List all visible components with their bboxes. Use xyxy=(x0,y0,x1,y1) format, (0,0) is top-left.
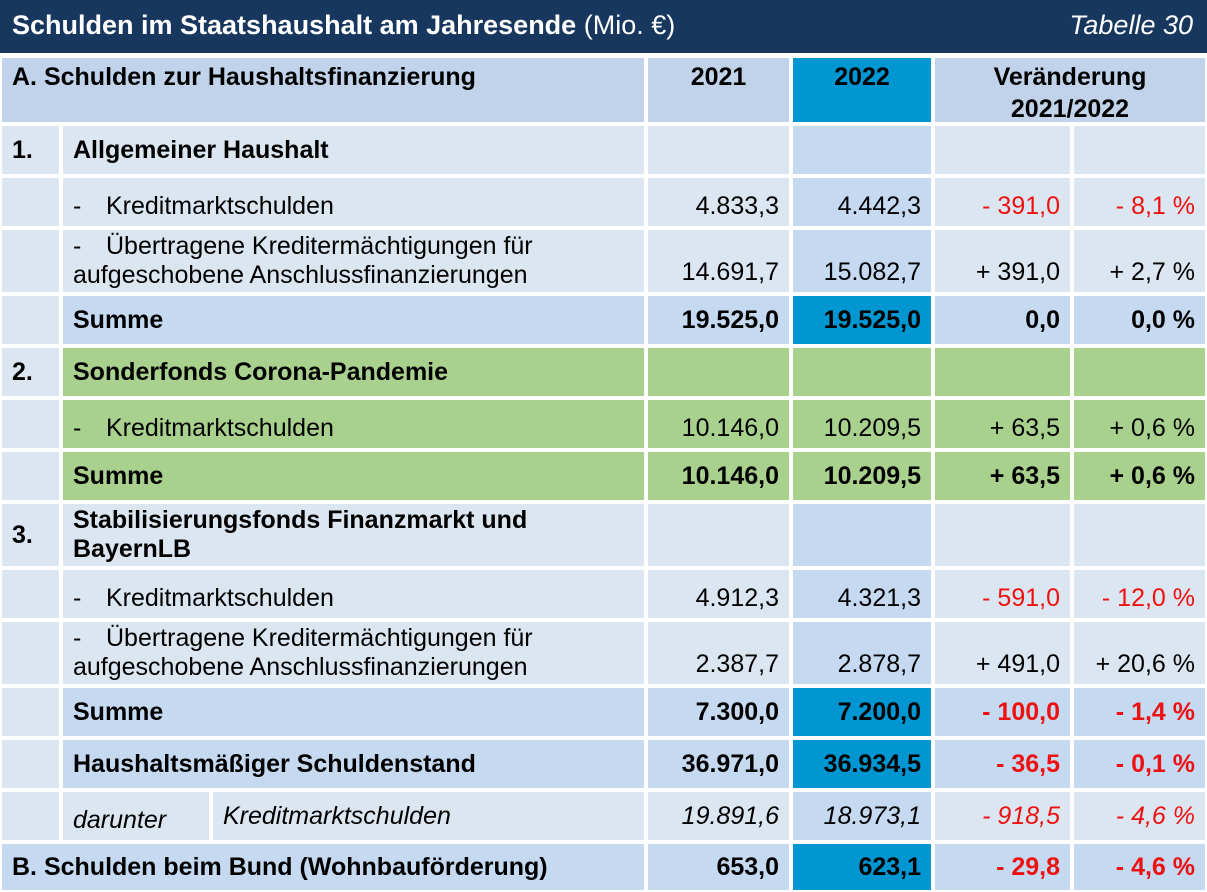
empty-cell xyxy=(2,740,59,788)
s1-row2-abs-change: + 391,0 xyxy=(935,230,1070,292)
s2-sum-abs-change: + 63,5 xyxy=(935,452,1070,500)
empty-cell xyxy=(2,230,59,292)
empty-cell xyxy=(793,504,931,566)
empty-cell xyxy=(793,126,931,174)
darunter-2021: 19.891,6 xyxy=(648,792,789,840)
s3-sum-2022: 7.200,0 xyxy=(793,688,931,736)
s2-sum-2022: 10.209,5 xyxy=(793,452,931,500)
s3-sum-abs-change: - 100,0 xyxy=(935,688,1070,736)
section-3-number: 3. xyxy=(2,504,59,566)
s1-sum-label: Summe xyxy=(63,296,644,344)
empty-cell xyxy=(648,126,789,174)
darunter-abs-change: - 918,5 xyxy=(935,792,1070,840)
s1-sum-abs-change: 0,0 xyxy=(935,296,1070,344)
empty-cell xyxy=(2,452,59,500)
s1-row1-label: - Kreditmarktschulden xyxy=(63,178,644,226)
section-b-pct-change: - 4,6 % xyxy=(1074,844,1205,890)
header-col-2021: 2021 xyxy=(648,58,789,122)
header-col-change: Veränderung 2021/2022 xyxy=(935,58,1205,123)
section-2-title: Sonderfonds Corona-Pandemie xyxy=(63,348,644,396)
s2-sum-label: Summe xyxy=(63,452,644,500)
total-pct-change: - 0,1 % xyxy=(1074,740,1205,788)
header-section-a: A. Schulden zur Haushaltsfinanzierung xyxy=(2,58,644,122)
s2-sum-pct-change: + 0,6 % xyxy=(1074,452,1205,500)
s1-row2-pct-change: + 2,7 % xyxy=(1074,230,1205,292)
s3-row2-label: - Übertragene Kreditermächtigungen für au… xyxy=(63,622,644,684)
darunter-2022: 18.973,1 xyxy=(793,792,931,840)
total-label: Haushaltsmäßiger Schuldenstand xyxy=(63,740,644,788)
empty-cell xyxy=(2,688,59,736)
table-unit: (Mio. €) xyxy=(583,10,676,40)
s2-row1-abs-change: + 63,5 xyxy=(935,400,1070,448)
s2-sum-2021: 10.146,0 xyxy=(648,452,789,500)
section-1-title: Allgemeiner Haushalt xyxy=(63,126,644,174)
section-b-label: B. Schulden beim Bund (Wohnbauförderung) xyxy=(2,844,644,890)
s1-sum-2021: 19.525,0 xyxy=(648,296,789,344)
empty-cell xyxy=(1074,348,1205,396)
empty-cell xyxy=(648,504,789,566)
darunter-label: darunter xyxy=(63,792,209,840)
s1-row1-pct-change: - 8,1 % xyxy=(1074,178,1205,226)
total-2022: 36.934,5 xyxy=(793,740,931,788)
s1-sum-pct-change: 0,0 % xyxy=(1074,296,1205,344)
empty-cell xyxy=(1074,126,1205,174)
s3-row1-pct-change: - 12,0 % xyxy=(1074,570,1205,618)
dash: - xyxy=(73,624,82,652)
s3-sum-2021: 7.300,0 xyxy=(648,688,789,736)
s3-row2-abs-change: + 491,0 xyxy=(935,622,1070,684)
empty-cell xyxy=(1074,504,1205,566)
dash: - xyxy=(73,414,82,442)
s1-row2-label: - Übertragene Kreditermächtigungen für au… xyxy=(63,230,644,292)
s3-row2-pct-change: + 20,6 % xyxy=(1074,622,1205,684)
empty-cell xyxy=(935,504,1070,566)
s1-row1-abs-change: - 391,0 xyxy=(935,178,1070,226)
empty-cell xyxy=(2,400,59,448)
table-title-bar: Schulden im Staatshaushalt am Jahresende… xyxy=(0,0,1207,53)
dash: - xyxy=(73,232,82,260)
s3-row1-label: - Kreditmarktschulden xyxy=(63,570,644,618)
empty-cell xyxy=(935,348,1070,396)
darunter-sub-label: Kreditmarktschulden xyxy=(213,792,644,840)
darunter-pct-change: - 4,6 % xyxy=(1074,792,1205,840)
s2-row1-pct-change: + 0,6 % xyxy=(1074,400,1205,448)
s1-row1-2022: 4.442,3 xyxy=(793,178,931,226)
s2-row1-2022: 10.209,5 xyxy=(793,400,931,448)
s3-sum-label: Summe xyxy=(63,688,644,736)
s1-row2-2022: 15.082,7 xyxy=(793,230,931,292)
dash: - xyxy=(73,192,82,220)
section-b-2022: 623,1 xyxy=(793,844,931,890)
s1-row1-2021: 4.833,3 xyxy=(648,178,789,226)
s1-row2-2021: 14.691,7 xyxy=(648,230,789,292)
section-3-title: Stabilisierungsfonds Finanzmarkt und Bay… xyxy=(63,504,644,566)
empty-cell xyxy=(935,126,1070,174)
empty-cell xyxy=(2,792,59,840)
empty-cell xyxy=(648,348,789,396)
s2-row1-2021: 10.146,0 xyxy=(648,400,789,448)
section-2-number: 2. xyxy=(2,348,59,396)
empty-cell xyxy=(2,570,59,618)
empty-cell xyxy=(793,348,931,396)
header-change-line2: 2021/2022 xyxy=(1010,95,1130,123)
s1-sum-2022: 19.525,0 xyxy=(793,296,931,344)
s3-sum-pct-change: - 1,4 % xyxy=(1074,688,1205,736)
section-1-number: 1. xyxy=(2,126,59,174)
section-b-abs-change: - 29,8 xyxy=(935,844,1070,890)
section-b-2021: 653,0 xyxy=(648,844,789,890)
header-change-line1: Veränderung xyxy=(993,63,1147,91)
dash: - xyxy=(73,584,82,612)
s3-row1-2022: 4.321,3 xyxy=(793,570,931,618)
s3-row1-abs-change: - 591,0 xyxy=(935,570,1070,618)
s3-row1-2021: 4.912,3 xyxy=(648,570,789,618)
empty-cell xyxy=(2,296,59,344)
s3-row2-2022: 2.878,7 xyxy=(793,622,931,684)
table-number: Tabelle 30 xyxy=(1069,10,1193,40)
empty-cell xyxy=(2,178,59,226)
s3-row2-2021: 2.387,7 xyxy=(648,622,789,684)
total-abs-change: - 36,5 xyxy=(935,740,1070,788)
table-title: Schulden im Staatshaushalt am Jahresende… xyxy=(12,10,676,40)
total-2021: 36.971,0 xyxy=(648,740,789,788)
empty-cell xyxy=(2,622,59,684)
header-col-2022: 2022 xyxy=(793,58,931,122)
s2-row1-label: - Kreditmarktschulden xyxy=(63,400,644,448)
